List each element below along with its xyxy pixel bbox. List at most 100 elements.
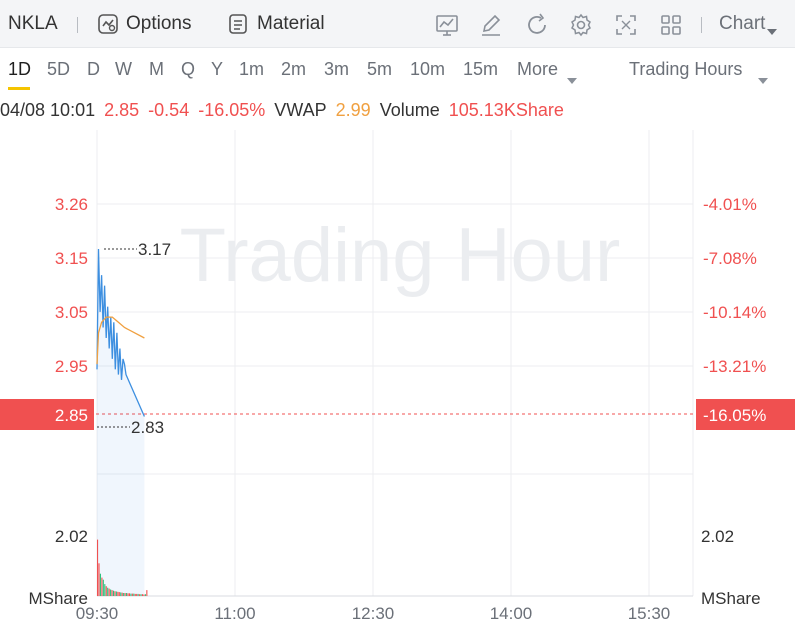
active-period-indicator xyxy=(8,87,30,90)
volume-bar xyxy=(127,593,129,596)
period-y[interactable]: Y xyxy=(211,56,223,82)
volume-value: 105.13KShare xyxy=(448,100,564,120)
volume-bar xyxy=(123,593,125,596)
volume-tick-left: 2.02 xyxy=(55,527,88,546)
volume-bar xyxy=(121,592,123,596)
period-1m[interactable]: 1m xyxy=(239,56,264,82)
period-10m-label: 10m xyxy=(410,59,446,79)
edit-icon[interactable] xyxy=(478,12,504,38)
period-15m-label: 15m xyxy=(463,59,499,79)
chart-canvas[interactable]: Trading Hour 3.26 3.15 3.05 2.95 -4.01% … xyxy=(0,124,795,629)
period-5m[interactable]: 5m xyxy=(367,56,392,82)
time-tick: 12:30 xyxy=(352,604,395,623)
volume-bar xyxy=(140,594,142,596)
top-toolbar: NKLA Options Material Chart xyxy=(0,0,795,48)
period-1d-label: 1D xyxy=(8,59,32,79)
volume-bar xyxy=(146,590,148,596)
layout-icon[interactable] xyxy=(658,12,684,38)
low-marker-label: 2.83 xyxy=(131,418,164,437)
material-button[interactable]: Material xyxy=(228,0,325,48)
volume-bar xyxy=(99,573,101,596)
price-tick-left: 3.26 xyxy=(55,195,88,214)
time-tick: 14:00 xyxy=(490,604,533,623)
volume-bar xyxy=(112,590,115,596)
volume-bar xyxy=(144,594,146,596)
time-tick: 09:30 xyxy=(76,604,119,623)
period-3m[interactable]: 3m xyxy=(324,56,349,82)
volume-bars xyxy=(97,539,148,596)
period-y-label: Y xyxy=(211,59,224,79)
current-pct-text: -16.05% xyxy=(703,406,766,425)
chart-type-label: Chart xyxy=(719,13,766,34)
current-pct-tag xyxy=(696,399,795,430)
volume-bar xyxy=(130,593,132,596)
volume-bar xyxy=(139,594,141,596)
fullscreen-icon[interactable] xyxy=(613,12,639,38)
volume-bar xyxy=(101,577,103,596)
pct-tick-right: -4.01% xyxy=(703,195,757,214)
period-3m-label: 3m xyxy=(324,59,350,79)
options-icon xyxy=(97,13,119,35)
period-w[interactable]: W xyxy=(115,56,132,82)
volume-bar xyxy=(107,587,109,596)
period-q-label: Q xyxy=(181,59,196,79)
chart-icon[interactable] xyxy=(434,12,460,38)
volume-bar xyxy=(118,592,120,596)
period-1d[interactable]: 1D xyxy=(8,56,31,82)
period-2m[interactable]: 2m xyxy=(281,56,306,82)
volume-bar xyxy=(114,591,116,596)
period-5m-label: 5m xyxy=(367,59,393,79)
volume-bar xyxy=(105,586,107,596)
volume-bar xyxy=(136,593,138,596)
volume-bar xyxy=(120,592,122,596)
period-5d[interactable]: 5D xyxy=(47,56,70,82)
more-label: More xyxy=(517,59,559,79)
symbol-text: NKLA xyxy=(8,13,58,34)
quote-change: -0.54 xyxy=(148,100,190,120)
symbol-label[interactable]: NKLA xyxy=(8,0,58,48)
watermark-text: Trading Hour xyxy=(180,213,621,298)
settings-icon[interactable] xyxy=(568,12,594,38)
toolbar-divider-right xyxy=(701,17,702,33)
more-periods-dropdown[interactable]: More xyxy=(517,56,578,85)
price-tick-left: 3.15 xyxy=(55,249,88,268)
volume-bar xyxy=(104,584,106,596)
quote-info-line: 04/08 10:01 2.85 -0.54 -16.05% VWAP 2.99… xyxy=(0,96,568,124)
price-area xyxy=(97,249,145,596)
pct-tick-right: -10.14% xyxy=(703,303,766,322)
period-w-label: W xyxy=(115,59,132,79)
refresh-icon[interactable] xyxy=(524,12,550,38)
grid-layer xyxy=(96,130,694,597)
volume-bar xyxy=(134,593,136,596)
options-button[interactable]: Options xyxy=(97,0,191,48)
time-tick: 15:30 xyxy=(628,604,671,623)
volume-bar xyxy=(126,593,128,596)
chart-type-dropdown[interactable]: Chart xyxy=(719,0,778,48)
chevron-down-icon xyxy=(567,66,578,85)
session-dropdown[interactable]: Trading Hours xyxy=(629,56,769,85)
volume-bar xyxy=(141,594,144,596)
volume-bar xyxy=(131,593,133,596)
period-d[interactable]: D xyxy=(87,56,100,82)
period-m[interactable]: M xyxy=(149,56,164,82)
chevron-down-icon xyxy=(767,20,778,35)
period-selector: 1D 5D D W M Q Y 1m 2m 3m 5m 10m 15m More… xyxy=(0,48,795,93)
quote-price: 2.85 xyxy=(104,100,140,120)
volume-bar xyxy=(110,589,112,596)
intraday-chart[interactable]: Trading Hour 3.26 3.15 3.05 2.95 -4.01% … xyxy=(0,124,795,629)
period-q[interactable]: Q xyxy=(181,56,195,82)
session-label: Trading Hours xyxy=(629,59,743,79)
volume-bar xyxy=(111,590,113,596)
pct-tick-right: -13.21% xyxy=(703,357,766,376)
quote-datetime: 04/08 10:01 xyxy=(0,100,96,120)
vwap-line xyxy=(96,316,145,365)
volume-bar xyxy=(137,593,139,596)
volume-bar xyxy=(143,594,145,596)
volume-bar xyxy=(117,591,119,596)
period-1m-label: 1m xyxy=(239,59,265,79)
volume-label: Volume xyxy=(379,100,440,120)
current-price-text: 2.85 xyxy=(55,406,88,425)
period-10m[interactable]: 10m xyxy=(410,56,445,82)
quote-change-pct: -16.05% xyxy=(198,100,266,120)
period-15m[interactable]: 15m xyxy=(463,56,498,82)
